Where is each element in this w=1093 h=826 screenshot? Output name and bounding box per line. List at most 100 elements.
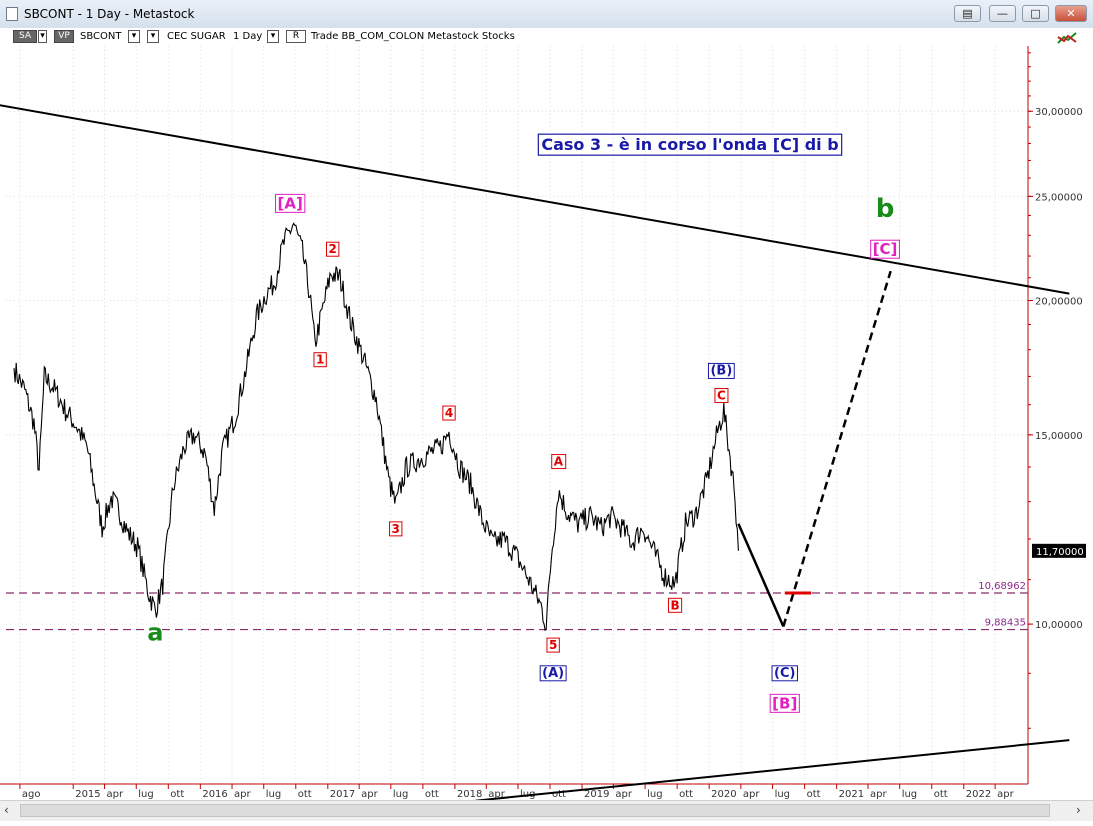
x-tick-label: apr [743,789,760,800]
minimize-button[interactable]: — [989,5,1016,22]
support-level-label: 9,88435 [985,618,1026,629]
wave-label: 1 [316,353,324,367]
price-chart[interactable]: ago 2015 apr lug ott 2016 apr lug ott 2017 apr lug o… [0,28,1093,800]
x-tick-label: 2022 [966,789,991,800]
x-tick-label: ott [298,789,312,800]
wave-label: b [876,194,895,224]
scroll-thumb[interactable] [20,804,1050,817]
x-tick-label: 2021 [839,789,864,800]
wave-label-box [714,388,729,404]
period-dropdown-icon[interactable]: ▾ [267,30,279,43]
x-tick-label: lug [138,789,153,800]
projection-wave-c [737,523,785,627]
support-level-label: 10,68962 [978,581,1026,592]
wave-label: (A) [542,666,564,681]
window-title: SBCONT - 1 Day - Metastock [24,7,195,21]
y-tick-label: 30,00000 [1035,107,1083,118]
y-tick-label: 10,00000 [1035,620,1083,631]
wave-label: 3 [392,522,400,536]
scroll-right-icon[interactable]: › [1076,803,1081,817]
period-label[interactable]: 1 Day [233,31,263,42]
vp-button[interactable]: VP [54,30,74,43]
title-bar: SBCONT - 1 Day - Metastock ▤ — □ ✕ [0,0,1093,29]
name-dropdown-icon[interactable]: ▾ [147,30,159,43]
chart-tools-icon[interactable] [1056,30,1080,46]
x-tick-label: lug [902,789,917,800]
wave-label: A [554,455,564,469]
wave-label: [C] [873,240,898,258]
symbol-label[interactable]: SBCONT [80,31,122,42]
x-tick-label: ott [552,789,566,800]
x-tick-label: 2019 [584,789,609,800]
horizontal-scrollbar[interactable]: ‹ › [0,800,1093,821]
sa-button[interactable]: SA [13,30,37,43]
x-tick-label: apr [488,789,505,800]
wave-label-box [771,665,798,682]
x-tick-label: 2020 [711,789,736,800]
y-tick-label: 20,00000 [1035,297,1083,308]
restore-chart-button[interactable]: ▤ [954,5,981,22]
x-tick-label: apr [234,789,251,800]
projection-wave-big-c [782,270,892,627]
trendline [475,739,1070,800]
x-tick-label: apr [870,789,887,800]
wave-label-box [539,665,567,682]
maximize-button[interactable]: □ [1022,5,1049,22]
x-tick-label: ott [934,789,948,800]
security-name: CEC SUGAR [167,31,226,42]
symbol-dropdown-icon[interactable]: ▾ [128,30,140,43]
x-tick-label: ago [22,789,41,800]
x-tick-label: lug [647,789,662,800]
wave-label-box [275,193,306,213]
x-tick-label: apr [615,789,632,800]
chart-toolbar: SA ▾ VP SBCONT ▾ ▾ CEC SUGAR 1 Day ▾ R T… [0,28,1093,46]
wave-label-box [326,241,340,257]
y-tick-label: 15,00000 [1035,431,1083,442]
last-price-box [1032,543,1086,558]
wave-label: a [147,619,163,647]
plot-background [0,44,1093,800]
wave-label: 4 [445,406,453,420]
wave-label-box [707,362,735,379]
scroll-left-icon[interactable]: ‹ [4,803,9,817]
trendline [0,104,1070,295]
chart-title-box [537,133,843,156]
chart-title: Caso 3 - è in corso l'onda [C] di b [541,135,838,154]
last-price-label: 11,70000 [1036,547,1084,558]
x-tick-label: lug [393,789,408,800]
r-button[interactable]: R [286,30,306,43]
price-series [13,222,739,632]
x-tick-label: ott [679,789,693,800]
x-tick-label: lug [775,789,790,800]
x-tick-label: apr [107,789,124,800]
wave-label-box [769,693,800,713]
x-tick-label: apr [361,789,378,800]
wave-label: 2 [329,242,337,256]
wave-label-box [313,352,327,368]
sa-dropdown-icon[interactable]: ▾ [38,30,47,43]
x-tick-label: ott [425,789,439,800]
wave-label: (C) [774,666,795,681]
y-tick-label: 25,00000 [1035,192,1083,203]
x-tick-label: lug [266,789,281,800]
wave-label-box [442,405,456,421]
x-tick-label: 2017 [330,789,355,800]
x-tick-label: apr [997,789,1014,800]
close-button[interactable]: ✕ [1055,5,1087,22]
wave-label: B [670,598,679,612]
wave-label: 5 [549,638,557,652]
wave-label: (B) [710,363,732,378]
wave-label-box [551,454,567,470]
wave-label-box [870,239,900,259]
x-tick-label: 2016 [202,789,227,800]
toolbar-info: Trade BB_COM_COLON Metastock Stocks [311,31,515,42]
wave-label-box [389,521,403,537]
x-tick-label: ott [807,789,821,800]
x-tick-label: 2015 [75,789,100,800]
x-tick-label: ott [170,789,184,800]
wave-label: [B] [772,694,797,712]
wave-label-box [667,597,683,613]
wave-label: C [717,389,726,403]
wave-label: [A] [278,194,303,212]
